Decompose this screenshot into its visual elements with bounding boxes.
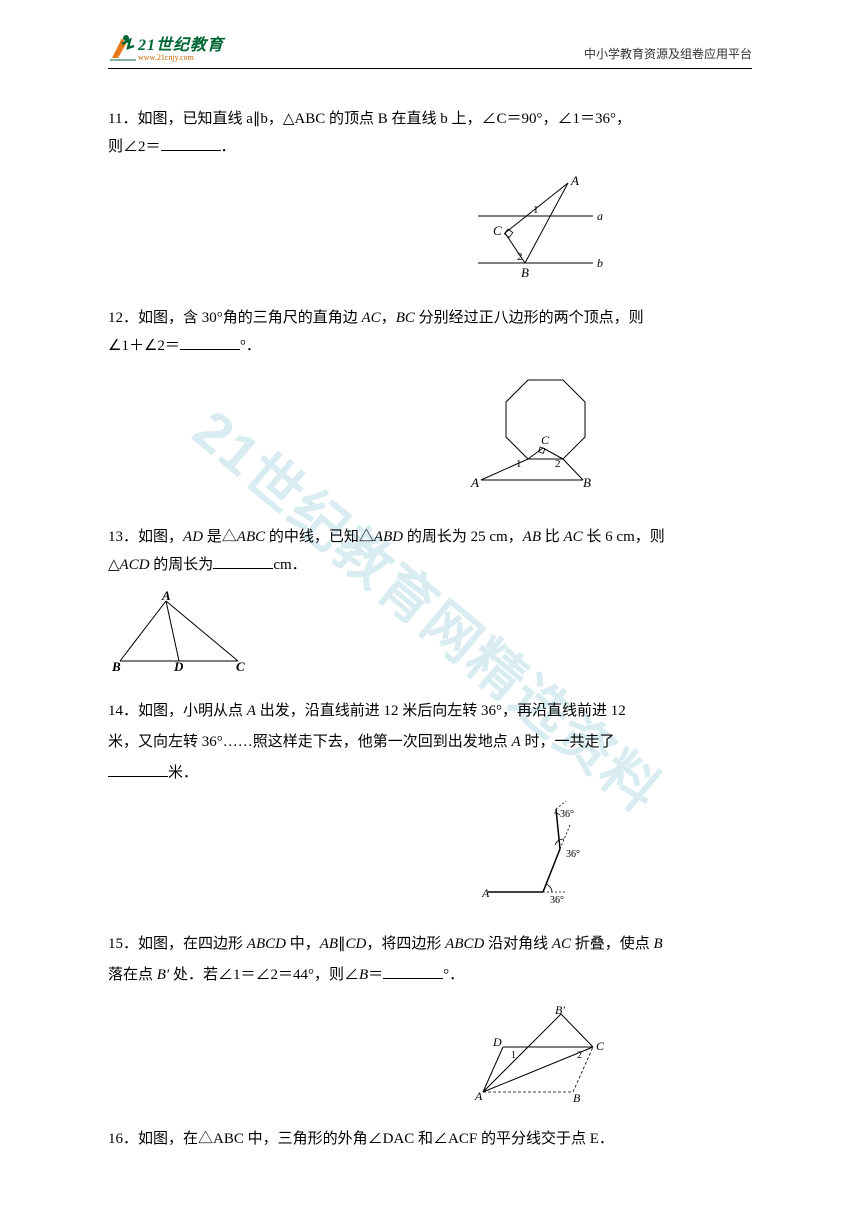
blank-15	[383, 965, 443, 979]
svg-text:A: A	[161, 589, 171, 603]
question-14: 14．如图，小明从点 A 出发，沿直线前进 12 米后向左转 36°，再沿直线前…	[108, 697, 860, 912]
figure-13: A B C D	[108, 589, 860, 679]
svg-text:2: 2	[577, 1050, 582, 1061]
q13-text: 13．如图，AD 是△ABC 的中线，已知△ABD 的周长为 25 cm，AB …	[108, 523, 860, 551]
logo-brand: 21世纪教育	[138, 37, 224, 54]
svg-text:1: 1	[511, 1050, 516, 1061]
svg-text:B: B	[573, 1091, 581, 1102]
svg-text:B′: B′	[555, 1003, 565, 1017]
svg-text:1: 1	[533, 204, 539, 216]
question-11: 11．如图，已知直线 a∥b，△ABC 的顶点 B 在直线 b 上，∠C＝90°…	[108, 105, 860, 286]
q11-text-line2: 则∠2＝．	[108, 133, 860, 161]
logo-text: 21世纪教育 www.21cnjy.com	[138, 31, 224, 62]
q11-text: 11．如图，已知直线 a∥b，△ABC 的顶点 B 在直线 b 上，∠C＝90°…	[108, 105, 860, 133]
svg-text:B: B	[111, 659, 121, 674]
svg-text:A: A	[470, 475, 479, 490]
svg-text:A: A	[481, 886, 490, 900]
svg-text:D: D	[492, 1035, 502, 1049]
q15-text-line2: 落在点 B′ 处．若∠1＝∠2＝44°，则∠B＝°．	[108, 958, 860, 992]
q12-text: 12．如图，含 30°角的三角尺的直角边 AC，BC 分别经过正八边形的两个顶点…	[108, 304, 860, 332]
figure-12: A B C 1 2	[108, 370, 860, 505]
svg-text:A: A	[474, 1089, 483, 1102]
svg-text:B: B	[583, 475, 591, 490]
svg-text:2: 2	[555, 458, 561, 470]
q14-text-line2: 米，又向左转 36°……照这样走下去，他第一次回到出发地点 A 时，一共走了	[108, 725, 860, 759]
blank-12	[180, 336, 240, 350]
question-13: 13．如图，AD 是△ABC 的中线，已知△ABD 的周长为 25 cm，AB …	[108, 523, 860, 679]
figure-14: A 36° 36° 36°	[108, 797, 860, 912]
q14-text: 14．如图，小明从点 A 出发，沿直线前进 12 米后向左转 36°，再沿直线前…	[108, 697, 860, 725]
question-15: 15．如图，在四边形 ABCD 中，AB∥CD，将四边形 ABCD 沿对角线 A…	[108, 930, 860, 1107]
logo-area: 21世纪教育 www.21cnjy.com	[108, 30, 224, 62]
question-16: 16．如图，在△ABC 中，三角形的外角∠DAC 和∠ACF 的平分线交于点 E…	[108, 1125, 860, 1153]
svg-text:C: C	[541, 433, 550, 447]
figure-15: A B C D B′ 1 2	[108, 1002, 860, 1107]
svg-text:1: 1	[516, 458, 522, 470]
svg-text:A: A	[570, 173, 579, 188]
svg-text:D: D	[173, 659, 184, 674]
q14-text-line3: 米．	[108, 759, 860, 787]
page-header: 21世纪教育 www.21cnjy.com 中小学教育资源及组卷应用平台	[108, 30, 752, 69]
svg-text:B: B	[521, 265, 529, 280]
svg-text:C: C	[236, 659, 245, 674]
svg-text:2: 2	[517, 251, 523, 263]
q12-text-line2: ∠1＋∠2＝°．	[108, 332, 860, 360]
q15-text: 15．如图，在四边形 ABCD 中，AB∥CD，将四边形 ABCD 沿对角线 A…	[108, 930, 860, 958]
logo-icon	[108, 30, 136, 62]
figure-11: A B C a b 1 2	[108, 171, 860, 286]
q13-text-line2: △ACD 的周长为cm．	[108, 551, 860, 579]
svg-text:C: C	[596, 1039, 605, 1053]
blank-13	[213, 555, 273, 569]
header-tagline: 中小学教育资源及组卷应用平台	[584, 45, 752, 62]
q16-text: 16．如图，在△ABC 中，三角形的外角∠DAC 和∠ACF 的平分线交于点 E…	[108, 1125, 860, 1153]
svg-text:36°: 36°	[550, 895, 564, 906]
blank-11	[161, 137, 221, 151]
svg-text:b: b	[597, 256, 603, 270]
svg-text:a: a	[597, 209, 603, 223]
svg-text:36°: 36°	[560, 809, 574, 820]
blank-14	[108, 763, 168, 777]
question-12: 12．如图，含 30°角的三角尺的直角边 AC，BC 分别经过正八边形的两个顶点…	[108, 304, 860, 505]
svg-text:36°: 36°	[566, 849, 580, 860]
svg-text:C: C	[493, 223, 502, 238]
